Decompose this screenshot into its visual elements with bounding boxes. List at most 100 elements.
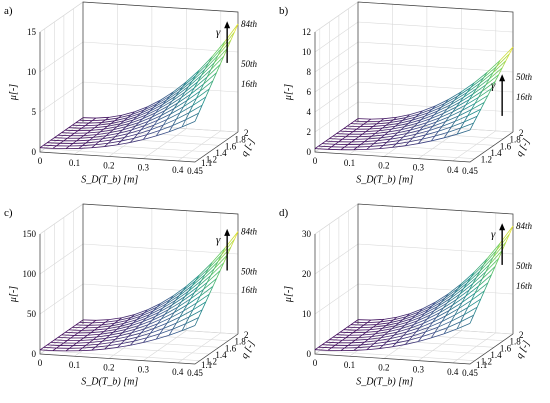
surface-mesh-line <box>127 112 141 119</box>
surface-mesh-line <box>390 135 395 140</box>
surface-mesh-line <box>91 146 105 149</box>
surface-mesh-line <box>121 111 135 116</box>
surface-mesh-line <box>371 334 385 338</box>
surface-mesh-line <box>366 348 380 351</box>
surface-mesh-line <box>499 46 514 61</box>
surface-mesh-line <box>408 336 423 341</box>
surface-mesh-line <box>382 125 396 129</box>
surface-mesh-line <box>116 122 130 128</box>
surface-mesh-line <box>392 344 406 348</box>
surface-mesh-line <box>395 321 409 327</box>
gamma-label: γ <box>216 26 221 38</box>
surface-mesh-line <box>130 342 144 346</box>
surface-mesh-line <box>336 130 341 134</box>
surface-mesh-line <box>472 277 477 284</box>
surface-mesh-line <box>197 275 212 287</box>
surface-mesh-line <box>383 342 397 346</box>
surface-mesh-line <box>91 144 96 149</box>
surface-mesh-line <box>105 117 110 121</box>
surface-mesh-line <box>149 307 163 315</box>
surface-mesh-line <box>136 316 141 320</box>
surface-mesh-line <box>109 129 123 134</box>
surface-mesh-line <box>59 342 64 346</box>
surface-mesh-line <box>479 72 494 84</box>
panel-c: c) 0 50 100 150 μ[-] 0 0.1 0.2 0.3 0.4 0.45 S_D(T_b)… <box>4 203 258 388</box>
surface-mesh-line <box>470 264 484 278</box>
surface-mesh-line <box>206 64 221 78</box>
surface-mesh-line <box>120 339 125 345</box>
axis-frame-back <box>82 1 239 132</box>
axis-frame <box>39 32 239 163</box>
surface-mesh-line <box>150 124 164 131</box>
z-gridline <box>314 243 514 275</box>
surface-mesh-line <box>347 324 352 328</box>
z-gridline <box>314 61 514 93</box>
surface-mesh-line <box>457 277 471 289</box>
surface-mesh-line <box>153 306 158 312</box>
surface-mesh-line <box>373 141 387 144</box>
surface-mesh-line <box>92 117 97 121</box>
surface-mesh-line <box>195 268 209 281</box>
surface-mesh-line <box>474 95 489 104</box>
z-axis-label: μ[-] <box>8 84 19 101</box>
surface-mesh-line <box>198 56 213 71</box>
surface-mesh-line <box>321 341 326 346</box>
surface-mesh-line <box>321 140 326 144</box>
z-tick-label: 100 <box>23 269 37 279</box>
surface-mesh-line <box>422 105 436 112</box>
surface-mesh-line <box>81 125 86 129</box>
surface-mesh-line <box>378 128 392 132</box>
surface-mesh-line <box>76 137 81 142</box>
surface-mesh-line <box>492 241 507 258</box>
side-wall <box>39 1 84 153</box>
surface-mesh-line <box>344 144 349 148</box>
surface-mesh-line <box>411 312 425 320</box>
gamma-label: γ <box>491 79 496 91</box>
surface-mesh-line <box>208 56 213 64</box>
surface-mesh-line <box>486 242 501 259</box>
surface-mesh-line <box>461 104 467 111</box>
z-gridline <box>39 1 239 33</box>
surface-mesh-line <box>385 322 400 326</box>
surface-mesh-line <box>136 314 150 320</box>
surface-mesh-line <box>443 108 448 114</box>
z-tick-label: 50 <box>27 309 37 319</box>
surface-mesh-line <box>400 324 415 330</box>
surface-mesh-line <box>389 319 394 324</box>
surface-mesh-line <box>105 335 119 339</box>
y-tick-label: 1.4 <box>490 350 502 360</box>
y-tick-label: 2 <box>519 128 524 138</box>
surface-mesh-line <box>339 128 344 132</box>
surface-mesh-line <box>407 120 413 124</box>
surface-mesh-line <box>157 115 162 121</box>
surface-mesh-line <box>123 320 128 324</box>
panel-label: c) <box>4 207 13 219</box>
surface-mesh-line <box>448 304 454 311</box>
surface-mesh-line <box>479 77 484 84</box>
surface-mesh-line <box>112 126 118 131</box>
surface-mesh-line <box>505 53 510 62</box>
surface-mesh-line <box>192 96 206 106</box>
surface-mesh-line <box>492 66 497 73</box>
y-gridline <box>54 22 210 153</box>
surface-mesh-line <box>173 304 188 313</box>
surface-mesh-line <box>458 302 463 309</box>
surface-mesh-line <box>136 110 150 118</box>
surface-mesh-line <box>160 91 174 101</box>
surface-mesh-line <box>463 92 468 98</box>
surface-mesh-line <box>78 349 92 352</box>
surface-mesh-line <box>412 133 417 139</box>
surface-mesh-line <box>418 337 432 342</box>
surface-mesh-line <box>133 317 147 324</box>
surface-mesh-line <box>161 312 175 320</box>
axis-frame <box>39 234 239 365</box>
surface-mesh-line <box>452 104 466 113</box>
surface-mesh-line <box>426 314 431 320</box>
surface-mesh-line <box>428 301 442 310</box>
surface-mesh-line <box>191 75 197 82</box>
surface-mesh-line <box>155 309 169 317</box>
surface-mesh-line <box>146 129 151 135</box>
surface-mesh-line <box>421 135 435 140</box>
surface-mesh-line <box>168 125 174 132</box>
surface-mesh-line <box>441 315 446 322</box>
